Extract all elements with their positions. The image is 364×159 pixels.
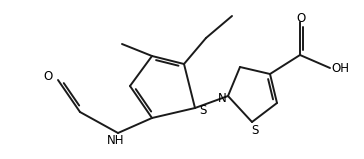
Text: O: O (296, 11, 306, 24)
Text: N: N (218, 91, 226, 104)
Text: S: S (199, 104, 207, 118)
Text: S: S (251, 124, 259, 136)
Text: O: O (43, 69, 53, 83)
Text: OH: OH (331, 62, 349, 75)
Text: NH: NH (107, 135, 125, 148)
